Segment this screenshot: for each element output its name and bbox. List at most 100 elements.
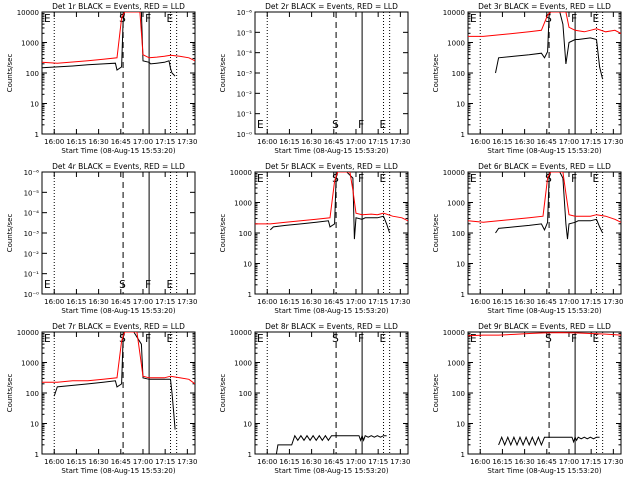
- marker-label-e: E: [470, 13, 477, 25]
- y-tick-label: 10⁻¹: [237, 111, 253, 119]
- y-tick-label: 100: [26, 390, 39, 398]
- y-tick-label: 10: [243, 261, 252, 269]
- x-tick-label: 16:00: [470, 458, 490, 466]
- y-tick-label: 1000: [447, 360, 465, 368]
- marker-label-s: S: [332, 119, 339, 131]
- x-tick-label: 16:00: [470, 298, 490, 306]
- y-tick-label: 10000: [443, 329, 465, 337]
- x-axis-label: Start Time (08-Aug-15 15:53:20): [61, 467, 175, 475]
- series-line-events: [269, 172, 391, 240]
- panel-title: Det 4r BLACK = Events, RED = LLD: [52, 162, 185, 171]
- panel-det-4: Det 4r BLACK = Events, RED = LLD E S F E 10⁻⁰…: [6, 162, 197, 315]
- marker-label-e: E: [257, 119, 264, 131]
- series-line-lld: [468, 12, 621, 37]
- x-tick-label: 16:00: [257, 458, 277, 466]
- x-tick-label: 17:15: [155, 138, 175, 146]
- x-tick-label: 16:30: [515, 138, 535, 146]
- x-axis-label: Start Time (08-Aug-15 15:53:20): [274, 307, 388, 315]
- y-tick-label: 1000: [234, 200, 252, 208]
- y-tick-label: 1000: [21, 360, 39, 368]
- y-tick-label: 10⁻⁰: [237, 131, 253, 139]
- panel-title: Det 3r BLACK = Events, RED = LLD: [478, 2, 611, 11]
- y-tick-label: 10000: [230, 169, 252, 177]
- y-tick-label: 10: [243, 421, 252, 429]
- x-tick-label: 16:30: [302, 458, 322, 466]
- y-tick-label: 1000: [447, 40, 465, 48]
- x-tick-label: 16:45: [111, 458, 131, 466]
- x-tick-label: 16:45: [324, 298, 344, 306]
- series-line-lld: [42, 332, 195, 385]
- y-tick-label: 10⁻⁰: [24, 291, 40, 299]
- marker-label-e: E: [257, 333, 264, 345]
- x-tick-label: 16:15: [279, 458, 299, 466]
- panel-title: Det 6r BLACK = Events, RED = LLD: [478, 162, 611, 171]
- x-tick-label: 17:30: [390, 458, 410, 466]
- x-tick-label: 17:00: [346, 138, 366, 146]
- x-tick-label: 16:15: [66, 458, 86, 466]
- x-tick-label: 17:30: [177, 138, 197, 146]
- y-tick-label: 10: [456, 261, 465, 269]
- series-line-events: [270, 434, 387, 454]
- y-tick-label: 100: [239, 230, 252, 238]
- x-tick-label: 16:30: [89, 458, 109, 466]
- x-tick-label: 17:15: [368, 298, 388, 306]
- y-axis-label: Counts/sec: [432, 374, 440, 413]
- x-tick-label: 16:15: [492, 138, 512, 146]
- y-tick-label: 1000: [234, 360, 252, 368]
- x-axis-label: Start Time (08-Aug-15 15:53:20): [487, 307, 601, 315]
- marker-label-f: F: [571, 333, 577, 345]
- marker-label-e: E: [593, 13, 600, 25]
- x-tick-label: 16:15: [492, 298, 512, 306]
- y-tick-label: 10⁻⁵: [237, 29, 253, 37]
- y-tick-label: 10⁻²: [24, 250, 40, 258]
- x-tick-label: 16:00: [470, 138, 490, 146]
- y-tick-label: 10⁻¹: [24, 271, 40, 279]
- marker-label-f: F: [358, 333, 364, 345]
- marker-label-f: F: [358, 119, 364, 131]
- x-tick-label: 17:30: [390, 298, 410, 306]
- y-tick-label: 10⁻³: [237, 70, 253, 78]
- y-tick-label: 10⁻⁵: [24, 189, 40, 197]
- axes-frame: [467, 11, 622, 135]
- y-tick-label: 100: [452, 70, 465, 78]
- marker-label-e: E: [167, 13, 174, 25]
- x-tick-label: 17:30: [177, 298, 197, 306]
- y-tick-label: 10000: [443, 169, 465, 177]
- x-tick-label: 17:15: [581, 298, 601, 306]
- x-tick-label: 16:15: [279, 298, 299, 306]
- x-tick-label: 16:30: [515, 298, 535, 306]
- marker-label-f: F: [571, 13, 577, 25]
- panel-title: Det 2r BLACK = Events, RED = LLD: [265, 2, 398, 11]
- y-tick-label: 10: [456, 101, 465, 109]
- y-axis-label: Counts/sec: [219, 374, 227, 413]
- x-tick-label: 16:45: [324, 138, 344, 146]
- y-tick-label: 100: [26, 70, 39, 78]
- marker-label-s: S: [332, 333, 339, 345]
- axes-frame: [41, 171, 196, 295]
- marker-label-f: F: [358, 173, 364, 185]
- y-tick-label: 10000: [443, 9, 465, 17]
- y-tick-label: 100: [452, 230, 465, 238]
- x-tick-label: 16:30: [515, 458, 535, 466]
- x-tick-label: 17:30: [603, 298, 623, 306]
- x-tick-label: 17:00: [133, 138, 153, 146]
- axes-frame: [467, 171, 622, 295]
- panel-title: Det 9r BLACK = Events, RED = LLD: [478, 322, 611, 331]
- y-tick-label: 1: [461, 451, 465, 459]
- x-tick-label: 16:00: [257, 138, 277, 146]
- series-line-events: [42, 12, 176, 77]
- x-tick-label: 16:45: [537, 298, 557, 306]
- y-tick-label: 10000: [230, 329, 252, 337]
- marker-label-e: E: [380, 173, 387, 185]
- x-tick-label: 17:00: [346, 298, 366, 306]
- marker-label-e: E: [44, 13, 51, 25]
- x-tick-label: 17:15: [368, 458, 388, 466]
- x-tick-label: 16:15: [66, 298, 86, 306]
- series-line-lld: [468, 172, 621, 223]
- y-axis-label: Counts/sec: [6, 54, 14, 93]
- x-axis-label: Start Time (08-Aug-15 15:53:20): [274, 467, 388, 475]
- x-tick-label: 16:45: [111, 298, 131, 306]
